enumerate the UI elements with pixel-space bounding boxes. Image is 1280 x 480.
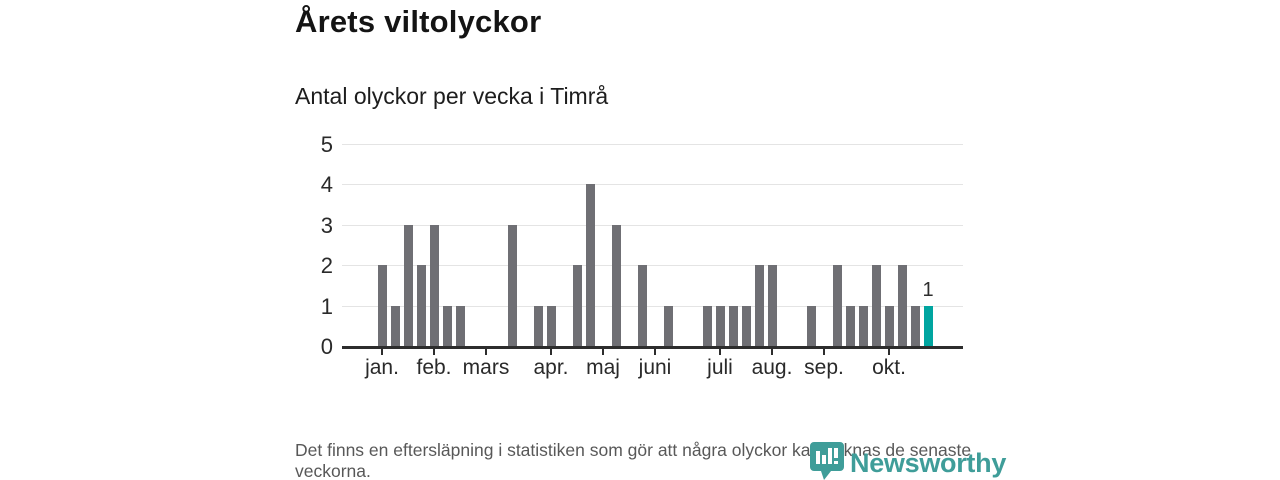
footer-note: Det finns en eftersläpning i statistiken… xyxy=(295,440,972,480)
bar-week-30 xyxy=(754,265,764,346)
bar-highlight-week-43 xyxy=(923,305,933,346)
bar-week-27 xyxy=(715,305,725,346)
gridline-y2 xyxy=(342,265,963,267)
bar-week-17 xyxy=(585,184,595,346)
x-tick-label-mars: mars xyxy=(462,356,510,379)
y-tick-label-0: 0 xyxy=(320,334,333,359)
bar-week-6 xyxy=(442,305,452,346)
x-tick-label-okt: okt. xyxy=(872,356,906,379)
bar-week-41 xyxy=(897,265,907,346)
bar-week-34 xyxy=(806,305,816,346)
page-title: Årets viltolyckor xyxy=(295,4,542,39)
bar-week-16 xyxy=(572,265,582,346)
x-tick-label-apr: apr. xyxy=(533,356,569,379)
bar-week-4 xyxy=(416,265,426,346)
bar-week-1 xyxy=(377,265,387,346)
x-tick-okt xyxy=(888,348,890,355)
x-tick-jan xyxy=(381,348,383,355)
x-tick-juni xyxy=(654,348,656,355)
y-tick-label-4: 4 xyxy=(320,172,333,198)
y-axis-labels: 0 1 2 3 4 5 xyxy=(255,132,333,359)
bar-week-28 xyxy=(728,305,738,346)
bar-week-13 xyxy=(533,305,543,346)
gridline-y3 xyxy=(342,224,963,226)
highlight-value-label: 1 xyxy=(922,278,934,301)
bar-week-31 xyxy=(767,265,777,346)
x-tick-label-juni: juni xyxy=(638,356,672,379)
x-tick-mars xyxy=(485,348,487,355)
bar-week-37 xyxy=(845,305,855,346)
x-tick-label-maj: maj xyxy=(586,356,620,379)
bar-week-36 xyxy=(832,265,842,346)
x-tick-sep xyxy=(823,348,825,355)
bar-week-3 xyxy=(403,224,413,346)
bar-week-5 xyxy=(429,224,439,346)
x-tick-label-sep: sep. xyxy=(804,356,844,379)
x-tick-juli xyxy=(719,348,721,355)
y-tick-label-3: 3 xyxy=(320,212,333,238)
bar-week-14 xyxy=(546,305,556,346)
newsworthy-logo-text: Newsworthy xyxy=(850,448,1007,478)
gridline-y5 xyxy=(342,144,963,145)
x-tick-label-feb: feb. xyxy=(416,356,452,379)
chart-subtitle: Antal olyckor per vecka i Timrå xyxy=(295,83,609,109)
x-tick-label-juli: juli xyxy=(707,356,733,379)
newsworthy-logo[interactable]: Newsworthy xyxy=(810,442,1006,480)
x-tick-label-aug: aug. xyxy=(751,356,793,379)
bar-week-11 xyxy=(507,224,517,346)
x-tick-apr xyxy=(550,348,552,355)
bar-week-21 xyxy=(637,265,647,346)
newsworthy-speech-bubble-bar-chart-icon xyxy=(810,442,844,480)
x-axis-line xyxy=(342,346,963,349)
bar-week-26 xyxy=(702,305,712,346)
bar-week-7 xyxy=(455,305,465,346)
bar-week-2 xyxy=(390,305,400,346)
plot-area: 1 xyxy=(342,144,963,349)
gridline-y1 xyxy=(342,305,963,307)
x-tick-aug xyxy=(771,348,773,355)
bar-week-40 xyxy=(884,305,894,346)
bar-week-19 xyxy=(611,224,621,346)
y-tick-label-5: 5 xyxy=(320,132,333,157)
x-tick-label-jan: jan. xyxy=(365,356,399,379)
x-tick-feb xyxy=(433,348,435,355)
bar-week-29 xyxy=(741,305,751,346)
bar-week-39 xyxy=(871,265,881,346)
y-tick-label-1: 1 xyxy=(320,293,333,319)
x-tick-maj xyxy=(602,348,604,355)
bar-week-23 xyxy=(663,305,673,346)
y-tick-label-2: 2 xyxy=(320,253,333,279)
bar-week-42 xyxy=(910,305,920,346)
bar-week-38 xyxy=(858,305,868,346)
gridline-y4 xyxy=(342,184,963,186)
